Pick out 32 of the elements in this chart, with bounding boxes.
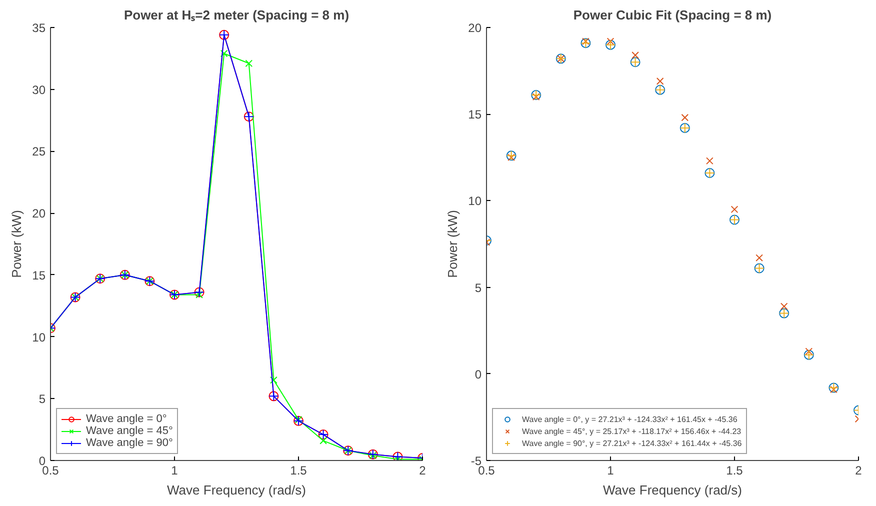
legend-label: Wave angle = 45° <box>86 425 173 437</box>
legend-label: Wave angle = 0° <box>86 413 167 425</box>
x-tick-label: 1.5 <box>290 464 308 478</box>
y-axis-title: Power (kW) <box>445 210 460 278</box>
chart-title: Power Cubic Fit (Spacing = 8 m) <box>573 8 772 22</box>
x-tick-label: 2 <box>419 464 426 478</box>
y-tick-label: 15 <box>32 268 46 282</box>
x-tick-label: 0.5 <box>42 464 60 478</box>
y-tick-label: 10 <box>468 194 482 208</box>
y-tick-label: 15 <box>468 108 482 122</box>
x-tick-label: 1 <box>171 464 178 478</box>
y-tick-label: 0 <box>474 367 482 382</box>
legend-label: Wave angle = 45°, y = 25.17x³ + -118.17x² + 156.46x + -44.23 <box>522 426 742 437</box>
chart-title: Power at Hₛ=2 meter (Spacing = 8 m) <box>124 8 350 22</box>
legend-label: Wave angle = 0°, y = 27.21x³ + -124.33x² + 161.45x + -45.36 <box>522 414 738 425</box>
x-axis-title: Wave Frequency (rad/s) <box>167 482 306 498</box>
x-axis-title: Wave Frequency (rad/s) <box>603 482 742 498</box>
x-tick-label: 1 <box>607 464 614 478</box>
y-tick-label: 5 <box>38 392 46 406</box>
y-tick-label: 20 <box>468 21 482 35</box>
x-tick-label: 2 <box>855 464 862 478</box>
y-tick-label: 5 <box>474 280 482 295</box>
y-tick-label: 20 <box>32 206 46 221</box>
x-tick-label: 0.5 <box>478 464 496 478</box>
y-axis-title: Power (kW) <box>9 210 24 278</box>
y-tick-label: 10 <box>32 330 46 344</box>
legend-label: Wave angle = 90°, y = 27.21x³ + -124.33x² + 161.44x + -45.36 <box>522 438 742 449</box>
x-tick-label: 1.5 <box>726 464 744 478</box>
y-tick-label: 30 <box>32 82 46 97</box>
legend-label: Wave angle = 90° <box>86 437 173 449</box>
y-tick-label: 25 <box>32 144 46 159</box>
y-tick-label: 35 <box>32 21 46 35</box>
